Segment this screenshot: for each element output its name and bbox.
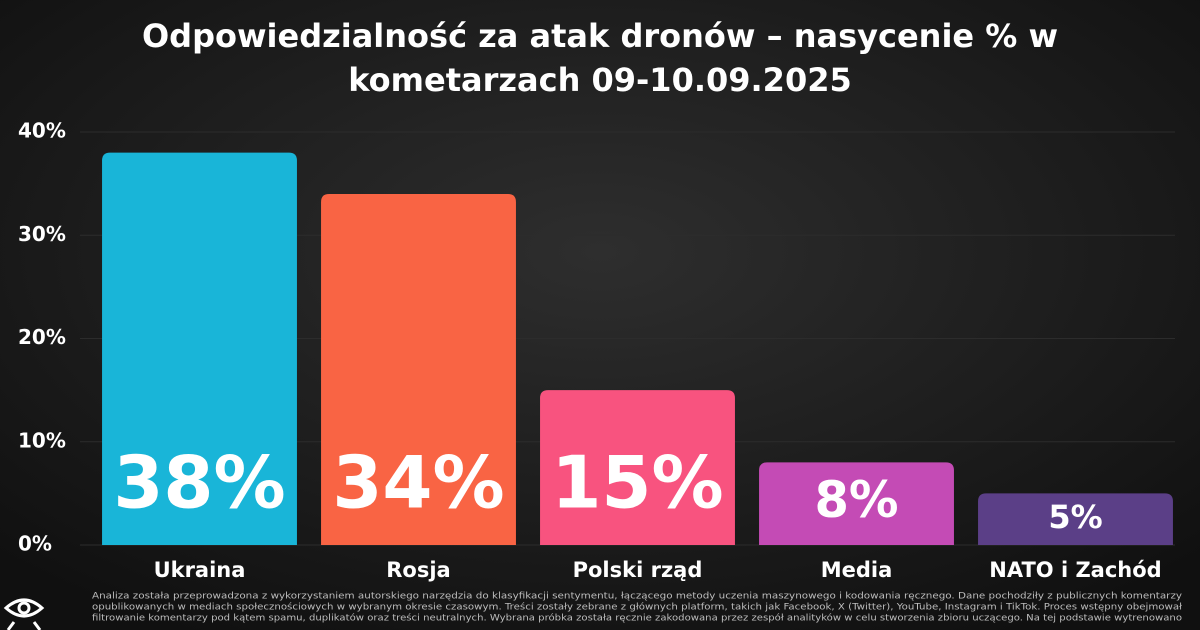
footnote: filtrowanie komentarzy pod kątem spamu, …	[92, 613, 1183, 624]
y-tick-label: 0%	[18, 532, 52, 556]
value-label: 8%	[814, 471, 898, 529]
chart-title: kometarzach 09-10.09.2025	[348, 61, 851, 99]
bar	[321, 193, 516, 545]
value-label: 15%	[551, 441, 723, 525]
x-tick-label: Ukraina	[154, 558, 246, 582]
x-tick-label: Rosja	[386, 558, 450, 582]
bar	[102, 152, 297, 545]
bar	[978, 493, 1173, 545]
value-label: 5%	[1048, 498, 1102, 536]
x-tick-label: Polski rząd	[573, 558, 703, 582]
y-tick-label: 40%	[18, 119, 66, 143]
bar	[540, 390, 735, 545]
x-tick-label: NATO i Zachód	[989, 558, 1161, 582]
logo-icon	[3, 598, 45, 630]
chart-title: Odpowiedzialność za atak dronów – nasyce…	[142, 17, 1058, 55]
x-tick-label: Media	[821, 558, 893, 582]
bar	[759, 462, 954, 545]
footnote: opublikowanych w mediach społecznościowy…	[92, 602, 1182, 613]
y-tick-label: 30%	[18, 222, 66, 246]
value-label: 38%	[113, 441, 285, 525]
y-tick-label: 10%	[18, 428, 66, 452]
footnote: Analiza została przeprowadzona z wykorzy…	[92, 592, 1183, 602]
value-label: 34%	[332, 441, 504, 525]
y-tick-label: 20%	[18, 325, 66, 349]
